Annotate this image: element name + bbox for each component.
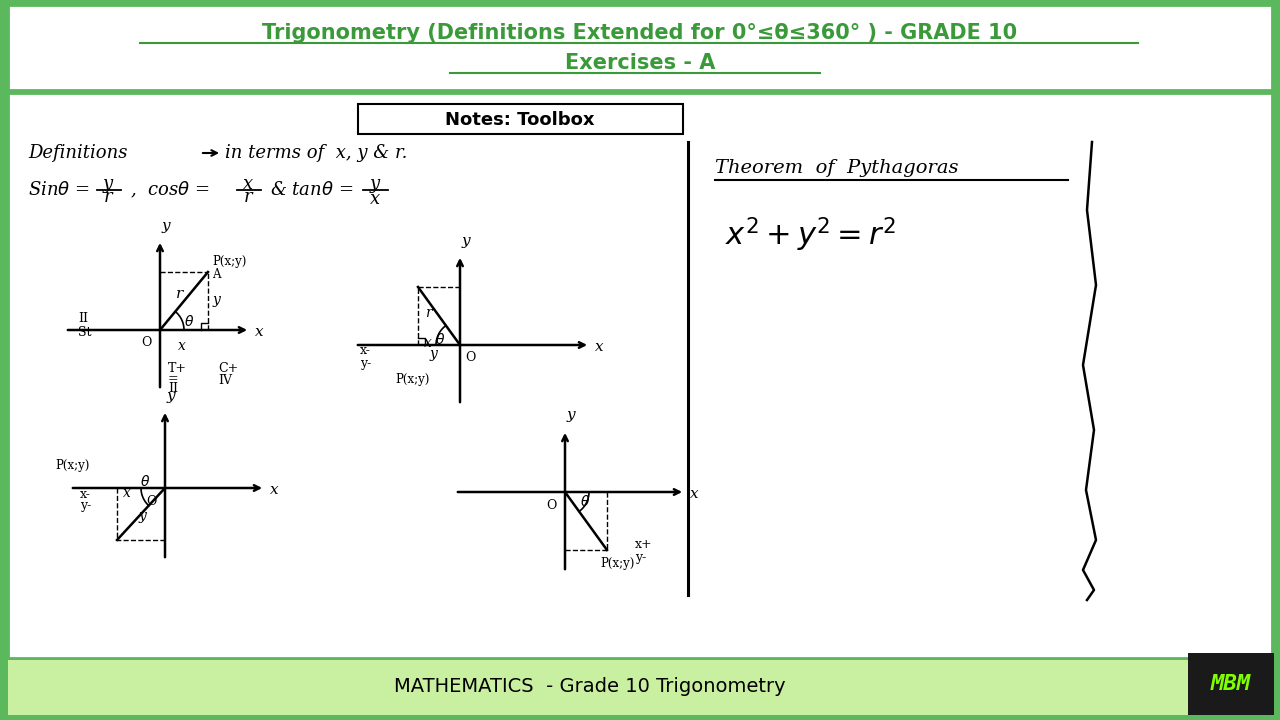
- Text: y: y: [140, 509, 147, 523]
- Text: y-: y-: [360, 356, 371, 369]
- Text: O: O: [547, 499, 557, 512]
- Text: r: r: [243, 188, 252, 206]
- Bar: [8, 93, 1272, 658]
- Bar: [8, 660, 1188, 715]
- Text: x: x: [255, 325, 264, 339]
- Text: y: y: [163, 219, 170, 233]
- Text: II: II: [78, 312, 88, 325]
- Text: T+: T+: [168, 361, 187, 374]
- Text: y-: y-: [635, 551, 646, 564]
- Text: x: x: [270, 483, 279, 497]
- Text: y: y: [567, 408, 576, 422]
- Text: O: O: [142, 336, 152, 349]
- Text: y: y: [370, 175, 380, 193]
- Text: & tan$\theta$ =: & tan$\theta$ =: [270, 181, 353, 199]
- Text: r: r: [104, 188, 113, 206]
- Text: Definitions: Definitions: [28, 144, 128, 162]
- Text: $\theta$: $\theta$: [435, 331, 445, 346]
- Text: Trigonometry (Definitions Extended for 0°≤θ≤360° ) - GRADE 10: Trigonometry (Definitions Extended for 0…: [262, 23, 1018, 43]
- Text: $x^2 + y^2 = r^2$: $x^2 + y^2 = r^2$: [724, 216, 896, 254]
- Text: x-: x-: [360, 344, 371, 358]
- Text: P(x;y): P(x;y): [55, 459, 90, 472]
- Text: y: y: [430, 347, 438, 361]
- Text: A: A: [212, 268, 220, 281]
- Text: y: y: [462, 234, 471, 248]
- Text: y: y: [102, 175, 113, 193]
- Text: y: y: [166, 389, 175, 403]
- Text: Theorem  of  Pythagoras: Theorem of Pythagoras: [716, 159, 959, 177]
- Text: x: x: [178, 339, 186, 353]
- Text: ,  cos$\theta$ =: , cos$\theta$ =: [131, 180, 209, 200]
- Text: x+: x+: [635, 538, 653, 551]
- Text: O: O: [147, 495, 157, 508]
- Text: P(x;y): P(x;y): [600, 557, 635, 570]
- Text: II: II: [168, 382, 178, 395]
- Text: P(x;y): P(x;y): [212, 256, 246, 269]
- Text: x: x: [243, 175, 253, 193]
- Text: IV: IV: [218, 374, 232, 387]
- Text: x-: x-: [79, 487, 91, 500]
- Text: O: O: [465, 351, 475, 364]
- Text: x: x: [370, 190, 380, 208]
- Bar: [8, 5, 1272, 90]
- Text: MATHEMATICS  - Grade 10 Trigonometry: MATHEMATICS - Grade 10 Trigonometry: [394, 678, 786, 696]
- Text: $\theta$: $\theta$: [184, 313, 195, 328]
- Text: r: r: [425, 306, 433, 320]
- Text: x: x: [424, 336, 433, 350]
- Text: MBM: MBM: [1211, 674, 1251, 694]
- Bar: [358, 104, 684, 134]
- Text: x: x: [690, 487, 699, 501]
- Text: $\theta$: $\theta$: [580, 495, 590, 510]
- Text: Sin$\theta$ =: Sin$\theta$ =: [28, 181, 90, 199]
- Text: $\theta$: $\theta$: [140, 474, 150, 490]
- Text: =: =: [168, 372, 179, 385]
- Text: in terms of  x, y & r.: in terms of x, y & r.: [225, 144, 407, 162]
- Text: St: St: [78, 325, 91, 338]
- Bar: [1188, 653, 1274, 715]
- Text: y-: y-: [79, 500, 91, 513]
- Text: x: x: [595, 340, 604, 354]
- Text: r: r: [177, 287, 183, 301]
- Text: Exercises - A: Exercises - A: [564, 53, 716, 73]
- Text: y: y: [212, 293, 221, 307]
- Text: Notes: Toolbox: Notes: Toolbox: [445, 111, 595, 129]
- Text: C+: C+: [218, 361, 238, 374]
- Text: x: x: [123, 486, 131, 500]
- Text: P(x;y): P(x;y): [396, 374, 429, 387]
